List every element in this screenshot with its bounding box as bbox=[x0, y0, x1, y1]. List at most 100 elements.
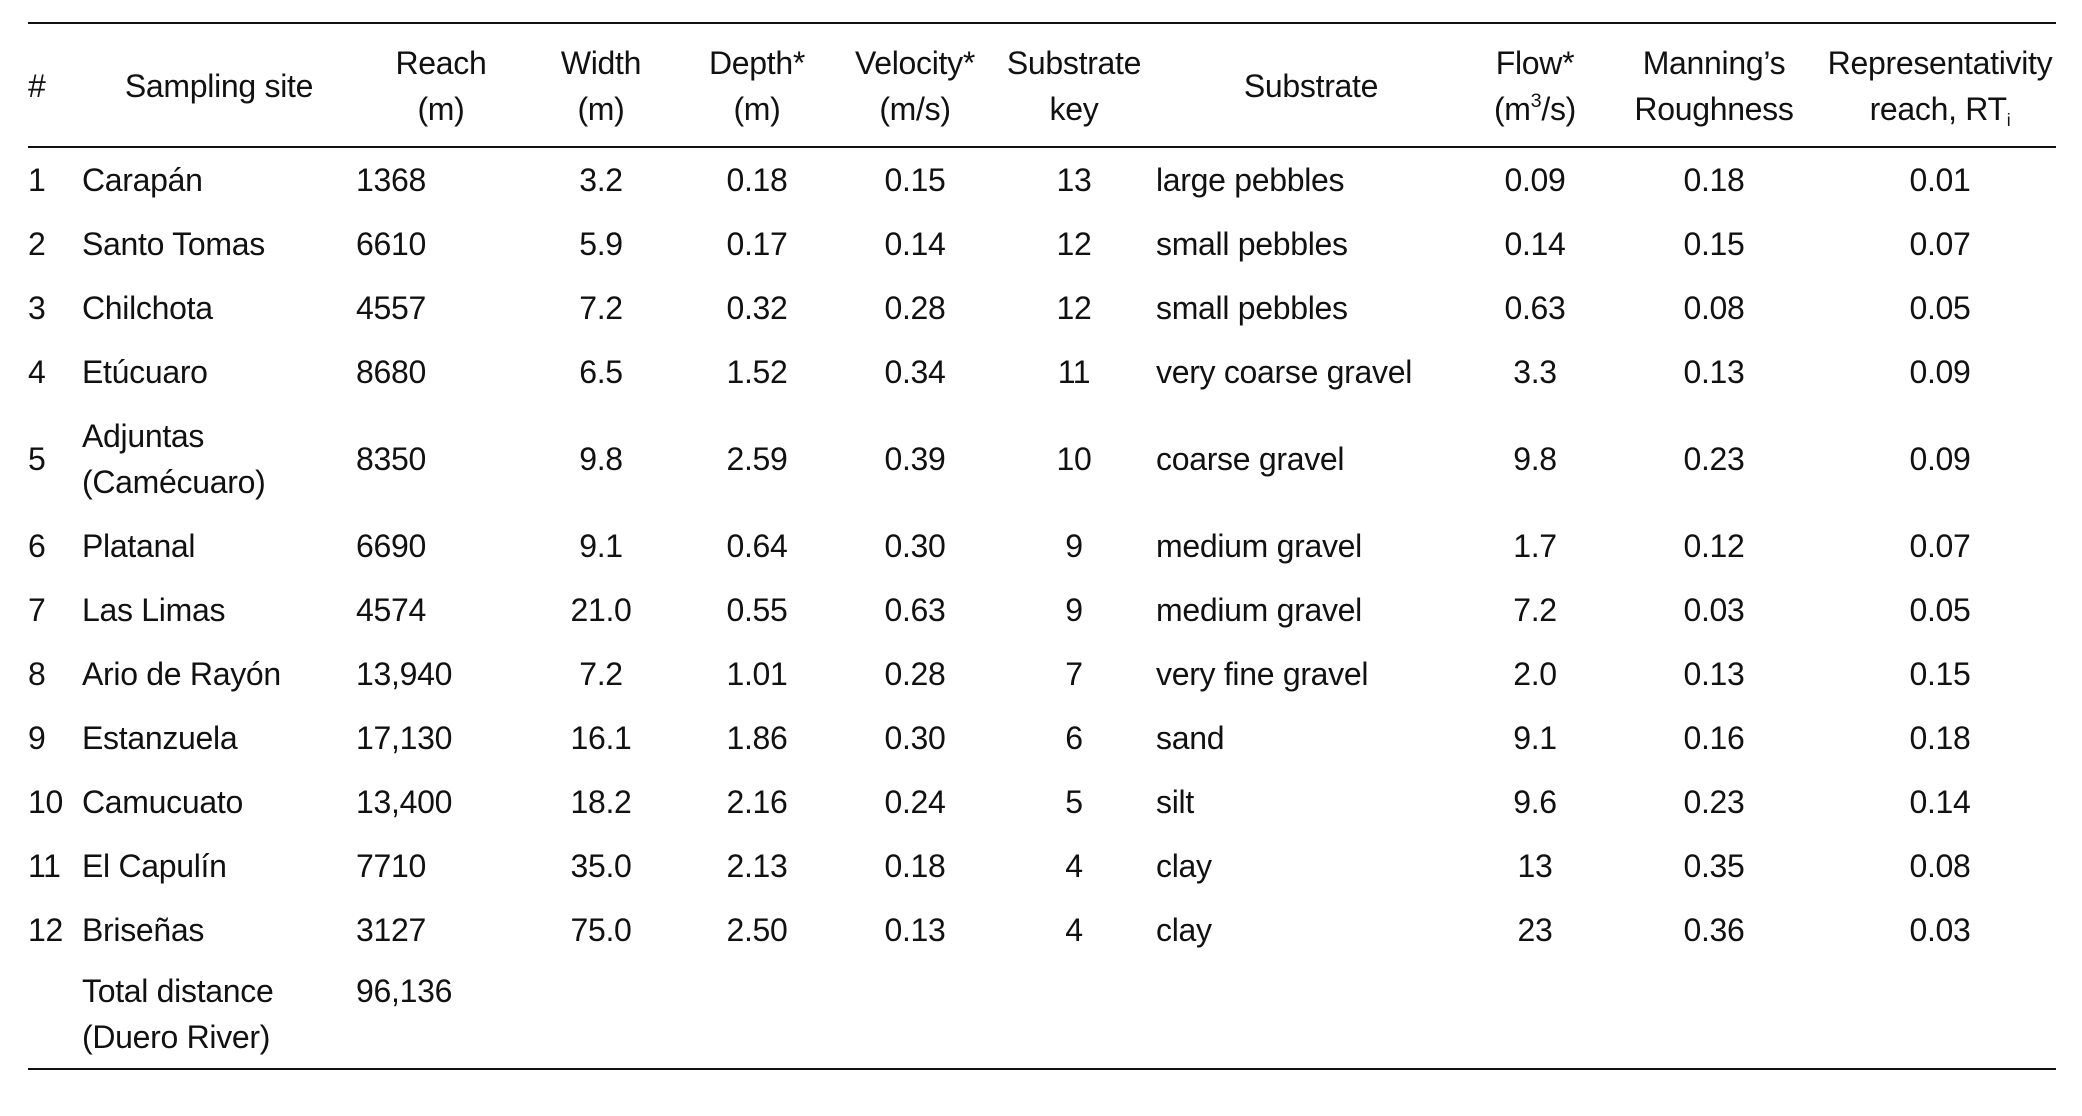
total-reach: 96,136 bbox=[356, 973, 453, 1009]
table-total: Total distance (Duero River) 96,136 bbox=[28, 962, 2056, 1069]
cell-width: 7.2 bbox=[579, 656, 623, 692]
cell-reach: 1368 bbox=[356, 162, 426, 198]
sampling-sites-table: # Sampling site Reach (m) Width (m) Depth*… bbox=[28, 22, 2056, 1070]
header-reach-line2: (m) bbox=[417, 91, 465, 127]
cell-number: 9 bbox=[28, 720, 46, 756]
cell-number: 4 bbox=[28, 354, 46, 390]
header-substrate-key: Substrate key bbox=[992, 23, 1156, 147]
cell-velocity: 0.30 bbox=[884, 720, 946, 756]
cell-reach: 8350 bbox=[356, 441, 426, 477]
cell-number: 1 bbox=[28, 162, 46, 198]
header-representativity-line2: reach, RT bbox=[1869, 91, 2008, 127]
header-substrate: Substrate bbox=[1243, 68, 1379, 104]
cell-reach: 4574 bbox=[356, 592, 426, 628]
cell-manning: 0.36 bbox=[1683, 912, 1745, 948]
table-row: 6 Platanal 6690 9.1 0.64 0.30 9 medium gravel 1.… bbox=[28, 514, 2056, 578]
cell-number: 11 bbox=[28, 848, 61, 884]
header-manning: Manning’s Roughness bbox=[1604, 23, 1824, 147]
table-row: 3 Chilchota 4557 7.2 0.32 0.28 12 small pebbles… bbox=[28, 276, 2056, 340]
cell-width: 9.1 bbox=[579, 528, 623, 564]
cell-depth: 2.13 bbox=[726, 848, 788, 884]
data-table-container: # Sampling site Reach (m) Width (m) Depth*… bbox=[28, 22, 2056, 1070]
cell-substrate: clay bbox=[1156, 848, 1212, 884]
cell-manning: 0.18 bbox=[1683, 162, 1745, 198]
table-row: 1 Carapán 1368 3.2 0.18 0.15 13 large pebbles 0.… bbox=[28, 147, 2056, 212]
cell-flow: 3.3 bbox=[1513, 354, 1557, 390]
total-label-line1: Total distance bbox=[82, 973, 274, 1009]
header-flow-superscript: 3 bbox=[1530, 90, 1542, 113]
header-manning-line1: Manning’s bbox=[1642, 45, 1786, 81]
cell-flow: 13 bbox=[1517, 848, 1553, 884]
cell-width: 7.2 bbox=[579, 290, 623, 326]
header-representativity-subscript: i bbox=[2006, 110, 2011, 131]
header-representativity: Representativity reach, RTi bbox=[1824, 23, 2056, 147]
cell-depth: 0.64 bbox=[726, 528, 788, 564]
cell-width: 35.0 bbox=[570, 848, 632, 884]
cell-substrate: very fine gravel bbox=[1156, 656, 1369, 692]
header-depth-line1: Depth* bbox=[708, 45, 806, 81]
header-manning-line2: Roughness bbox=[1634, 91, 1794, 127]
cell-number: 7 bbox=[28, 592, 46, 628]
cell-representativity: 0.01 bbox=[1909, 162, 1971, 198]
cell-width: 18.2 bbox=[570, 784, 632, 820]
header-reach: Reach (m) bbox=[356, 23, 526, 147]
cell-number: 2 bbox=[28, 226, 46, 262]
cell-substrate: medium gravel bbox=[1156, 528, 1362, 564]
table-body: 1 Carapán 1368 3.2 0.18 0.15 13 large pebbles 0.… bbox=[28, 147, 2056, 962]
cell-width: 5.9 bbox=[579, 226, 623, 262]
cell-sampling-site-line1: Adjuntas bbox=[82, 418, 205, 454]
table-header: # Sampling site Reach (m) Width (m) Depth*… bbox=[28, 23, 2056, 147]
cell-sampling-site: Carapán bbox=[82, 162, 203, 198]
cell-manning: 0.03 bbox=[1683, 592, 1745, 628]
cell-substrate: very coarse gravel bbox=[1156, 354, 1413, 390]
cell-reach: 7710 bbox=[356, 848, 426, 884]
cell-representativity: 0.05 bbox=[1909, 290, 1971, 326]
cell-representativity: 0.09 bbox=[1909, 441, 1971, 477]
cell-substrate: small pebbles bbox=[1156, 226, 1348, 262]
cell-width: 9.8 bbox=[579, 441, 623, 477]
cell-velocity: 0.24 bbox=[884, 784, 946, 820]
table-row: 4 Etúcuaro 8680 6.5 1.52 0.34 11 very coarse gr… bbox=[28, 340, 2056, 404]
cell-flow: 0.14 bbox=[1504, 226, 1566, 262]
cell-flow: 9.6 bbox=[1513, 784, 1557, 820]
cell-substrate: small pebbles bbox=[1156, 290, 1348, 326]
cell-representativity: 0.14 bbox=[1909, 784, 1971, 820]
cell-reach: 17,130 bbox=[356, 720, 453, 756]
cell-substrate-key: 4 bbox=[1065, 912, 1083, 948]
header-depth-line2: (m) bbox=[733, 91, 781, 127]
cell-substrate: clay bbox=[1156, 912, 1212, 948]
cell-sampling-site: Camucuato bbox=[82, 784, 243, 820]
cell-sampling-site: Ario de Rayón bbox=[82, 656, 281, 692]
table-row: 10 Camucuato 13,400 18.2 2.16 0.24 5 silt 9.6 0.2… bbox=[28, 770, 2056, 834]
header-velocity-line2: (m/s) bbox=[879, 91, 951, 127]
header-velocity-line1: Velocity* bbox=[854, 45, 976, 81]
cell-sampling-site-line2: (Camécuaro) bbox=[82, 464, 266, 500]
cell-reach: 4557 bbox=[356, 290, 426, 326]
header-flow-line2b: /s) bbox=[1541, 91, 1577, 127]
cell-substrate-key: 11 bbox=[1057, 354, 1091, 390]
cell-width: 3.2 bbox=[579, 162, 623, 198]
cell-sampling-site: Santo Tomas bbox=[82, 226, 265, 262]
cell-flow: 0.09 bbox=[1504, 162, 1566, 198]
cell-flow: 23 bbox=[1517, 912, 1553, 948]
cell-flow: 0.63 bbox=[1504, 290, 1566, 326]
cell-velocity: 0.30 bbox=[884, 528, 946, 564]
cell-substrate-key: 5 bbox=[1065, 784, 1083, 820]
cell-manning: 0.15 bbox=[1683, 226, 1745, 262]
header-width-line2: (m) bbox=[577, 91, 625, 127]
header-row: # Sampling site Reach (m) Width (m) Depth*… bbox=[28, 23, 2056, 147]
cell-reach: 8680 bbox=[356, 354, 426, 390]
cell-manning: 0.23 bbox=[1683, 784, 1745, 820]
cell-number: 6 bbox=[28, 528, 46, 564]
cell-depth: 1.52 bbox=[726, 354, 788, 390]
cell-number: 8 bbox=[28, 656, 46, 692]
cell-flow: 2.0 bbox=[1513, 656, 1557, 692]
table-row: 8 Ario de Rayón 13,940 7.2 1.01 0.28 7 very fin… bbox=[28, 642, 2056, 706]
cell-width: 16.1 bbox=[570, 720, 632, 756]
cell-flow: 9.1 bbox=[1513, 720, 1557, 756]
cell-velocity: 0.14 bbox=[884, 226, 946, 262]
header-reach-line1: Reach bbox=[395, 45, 487, 81]
cell-reach: 3127 bbox=[356, 912, 426, 948]
cell-representativity: 0.18 bbox=[1909, 720, 1971, 756]
cell-depth: 0.55 bbox=[726, 592, 788, 628]
